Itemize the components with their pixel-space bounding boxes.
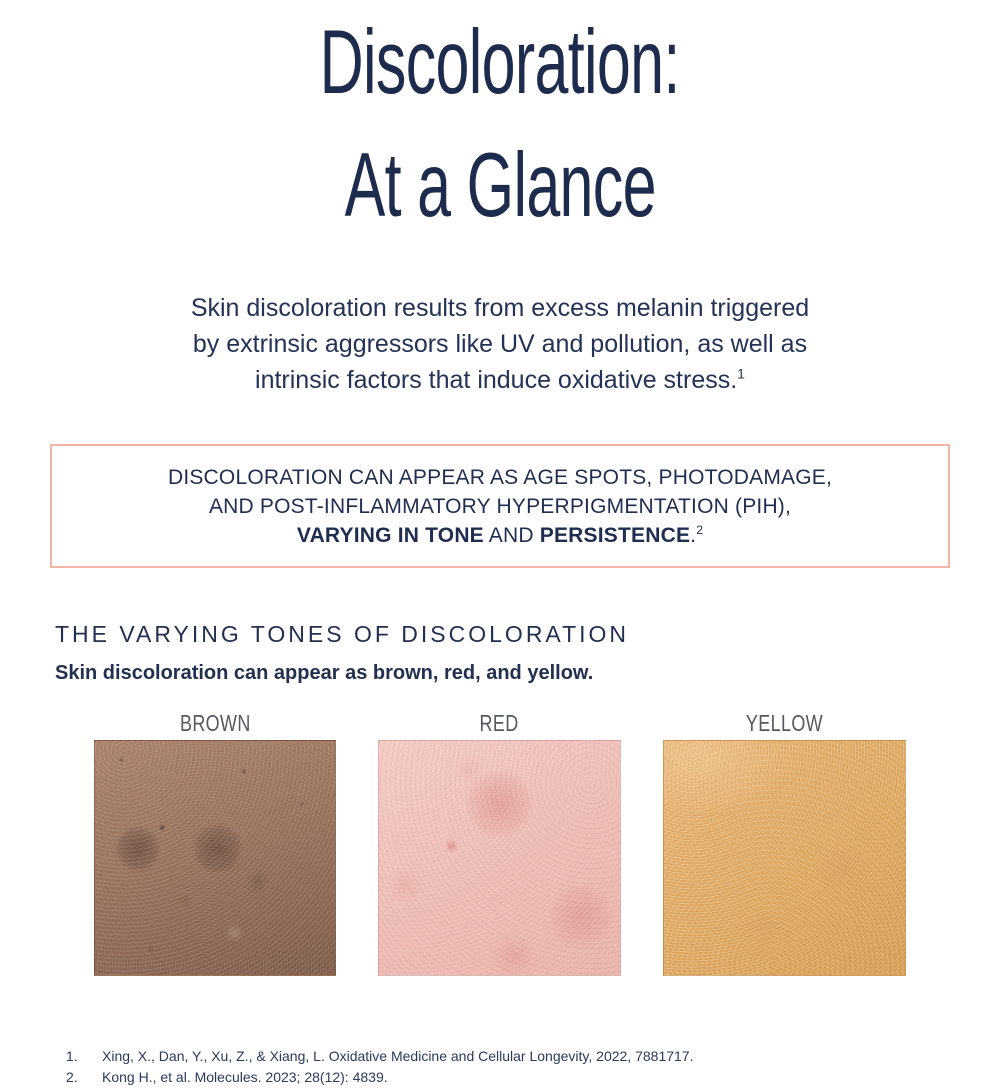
tones-section-heading: THE VARYING TONES OF DISCOLORATION	[55, 621, 630, 647]
swatch-label-red: RED	[378, 710, 621, 736]
skin-image-red	[378, 740, 621, 976]
callout-line3: VARYING IN TONE AND PERSISTENCE.2	[82, 521, 918, 550]
swatch-label-yellow-text: YELLOW	[745, 710, 824, 736]
swatch-label-yellow: YELLOW	[663, 710, 906, 736]
tones-section-subheading: Skin discoloration can appear as brown, …	[55, 662, 594, 684]
callout-line2-text: AND POST-INFLAMMATORY HYPERPIGMENTATION …	[208, 495, 792, 518]
intro-line: by extrinsic aggressors like UV and poll…	[0, 326, 1000, 362]
footnotes-list: 1. Xing, X., Dan, Y., Xu, Z., & Xiang, L…	[0, 1046, 1000, 1088]
footnote-text-1: Xing, X., Dan, Y., Xu, Z., & Xiang, L. O…	[102, 1048, 694, 1064]
intro-line: intrinsic factors that induce oxidative …	[0, 362, 1000, 398]
page-title-line2: At a Glance	[0, 137, 1000, 260]
callout-line1: DISCOLORATION CAN APPEAR AS AGE SPOTS, P…	[82, 463, 918, 492]
callout-line1-text: DISCOLORATION CAN APPEAR AS AGE SPOTS, P…	[167, 466, 833, 489]
intro-paragraph: Skin discoloration results from excess m…	[0, 290, 1000, 398]
callout-bold-persistence: PERSISTENCE	[539, 524, 691, 547]
footnote-item: 2. Kong H., et al. Molecules. 2023; 28(1…	[66, 1067, 1000, 1088]
intro-line1-text: Skin discoloration results from excess m…	[190, 294, 810, 322]
skin-image-brown	[94, 740, 336, 976]
callout-line2: AND POST-INFLAMMATORY HYPERPIGMENTATION …	[82, 492, 918, 521]
footnote-text-2: Kong H., et al. Molecules. 2023; 28(12):…	[102, 1069, 388, 1085]
swatch-label-brown: BROWN	[94, 710, 336, 736]
callout-line3-mid-text: AND	[483, 524, 540, 547]
skin-image-yellow	[663, 740, 906, 976]
citation-superscript-1: 1	[737, 365, 745, 382]
intro-line: Skin discoloration results from excess m…	[0, 290, 1000, 326]
page-title-line1-text: Discoloration:	[319, 12, 681, 113]
swatch-label-red-text: RED	[479, 710, 520, 736]
footnote-number-2: 2.	[66, 1069, 78, 1085]
citation-superscript-2: 2	[696, 523, 704, 537]
swatch-image-row	[94, 740, 1000, 976]
intro-line2-text: by extrinsic aggressors like UV and poll…	[192, 330, 808, 358]
intro-line3-text: intrinsic factors that induce oxidative …	[255, 366, 738, 394]
page-title-line1: Discoloration:	[0, 14, 1000, 137]
callout-bold-varying-in-tone: VARYING IN TONE	[296, 524, 484, 547]
page-title: Discoloration: At a Glance	[0, 0, 1000, 260]
page-title-line2-text: At a Glance	[344, 135, 656, 236]
swatch-label-row: BROWN RED YELLOW	[94, 710, 1000, 736]
footnote-number-1: 1.	[66, 1048, 78, 1064]
callout-line3-period: .	[690, 524, 697, 547]
swatch-label-brown-text: BROWN	[179, 710, 251, 736]
callout-box: DISCOLORATION CAN APPEAR AS AGE SPOTS, P…	[50, 444, 950, 568]
tones-section: THE VARYING TONES OF DISCOLORATION Skin …	[0, 620, 1000, 685]
footnote-item: 1. Xing, X., Dan, Y., Xu, Z., & Xiang, L…	[66, 1046, 1000, 1067]
